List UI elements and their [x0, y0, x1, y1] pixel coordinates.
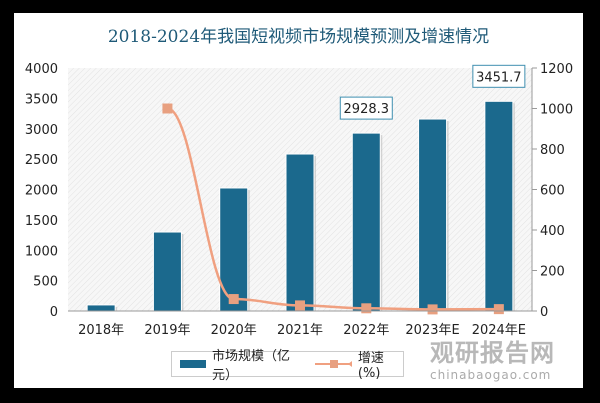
bar — [86, 304, 116, 312]
y-tick-label: 3000 — [25, 123, 58, 138]
y-tick-label: 500 — [33, 275, 58, 290]
x-tick-label: 2020年 — [211, 323, 257, 338]
x-tick-label: 2022年 — [343, 323, 389, 338]
data-label: 3451.7 — [476, 70, 522, 85]
chart-title: 2018-2024年我国短视频市场规模预测及增速情况 — [107, 27, 490, 47]
bar — [418, 118, 448, 312]
x-tick-label: 2021年 — [277, 323, 323, 338]
x-tick-label: 2018年 — [78, 323, 124, 338]
y-tick-label: 2000 — [25, 184, 58, 199]
x-tick-label: 2019年 — [144, 323, 190, 338]
growth-marker — [361, 303, 372, 314]
y2-tick-label: 1200 — [540, 62, 573, 77]
legend-bar-label: 市场规模（亿元） — [212, 349, 291, 383]
y-tick-label: 0 — [50, 305, 58, 320]
y-tick-label: 2500 — [25, 153, 58, 168]
legend-bar-swatch — [180, 360, 207, 368]
growth-marker — [295, 300, 305, 311]
y-tick-label: 1000 — [25, 244, 58, 259]
y2-tick-label: 800 — [540, 143, 565, 158]
y2-tick-label: 400 — [540, 224, 565, 239]
y2-tick-label: 1000 — [540, 103, 573, 118]
y2-tick-label: 200 — [540, 265, 565, 280]
data-label: 2928.3 — [344, 102, 390, 117]
x-tick-label: 2024年E — [472, 323, 526, 338]
growth-marker — [493, 304, 504, 315]
legend-line-swatch — [314, 360, 352, 368]
bar — [285, 153, 315, 312]
data-label-box — [472, 64, 526, 88]
watermark-name: 观研报告网 — [430, 339, 555, 367]
y-tick-label: 3500 — [25, 92, 58, 107]
legend-line-label: 增速(%) — [357, 351, 384, 381]
watermark: 观研报告网 chinabaogao.com — [430, 333, 555, 382]
bar — [351, 132, 381, 312]
data-label-box — [339, 96, 393, 120]
bar — [484, 100, 514, 312]
bar — [152, 231, 182, 312]
growth-marker — [228, 294, 239, 305]
growth-marker — [427, 304, 438, 315]
x-tick-label: 2023年E — [405, 323, 459, 338]
y2-tick-label: 0 — [540, 305, 548, 320]
y2-tick-label: 600 — [540, 184, 565, 199]
y-tick-label: 4000 — [25, 62, 58, 77]
legend: 市场规模（亿元） 增速(%) — [171, 349, 404, 383]
y-tick-label: 1500 — [25, 214, 58, 229]
growth-marker — [162, 103, 173, 114]
watermark-url: chinabaogao.com — [430, 368, 552, 382]
bar — [219, 187, 249, 312]
